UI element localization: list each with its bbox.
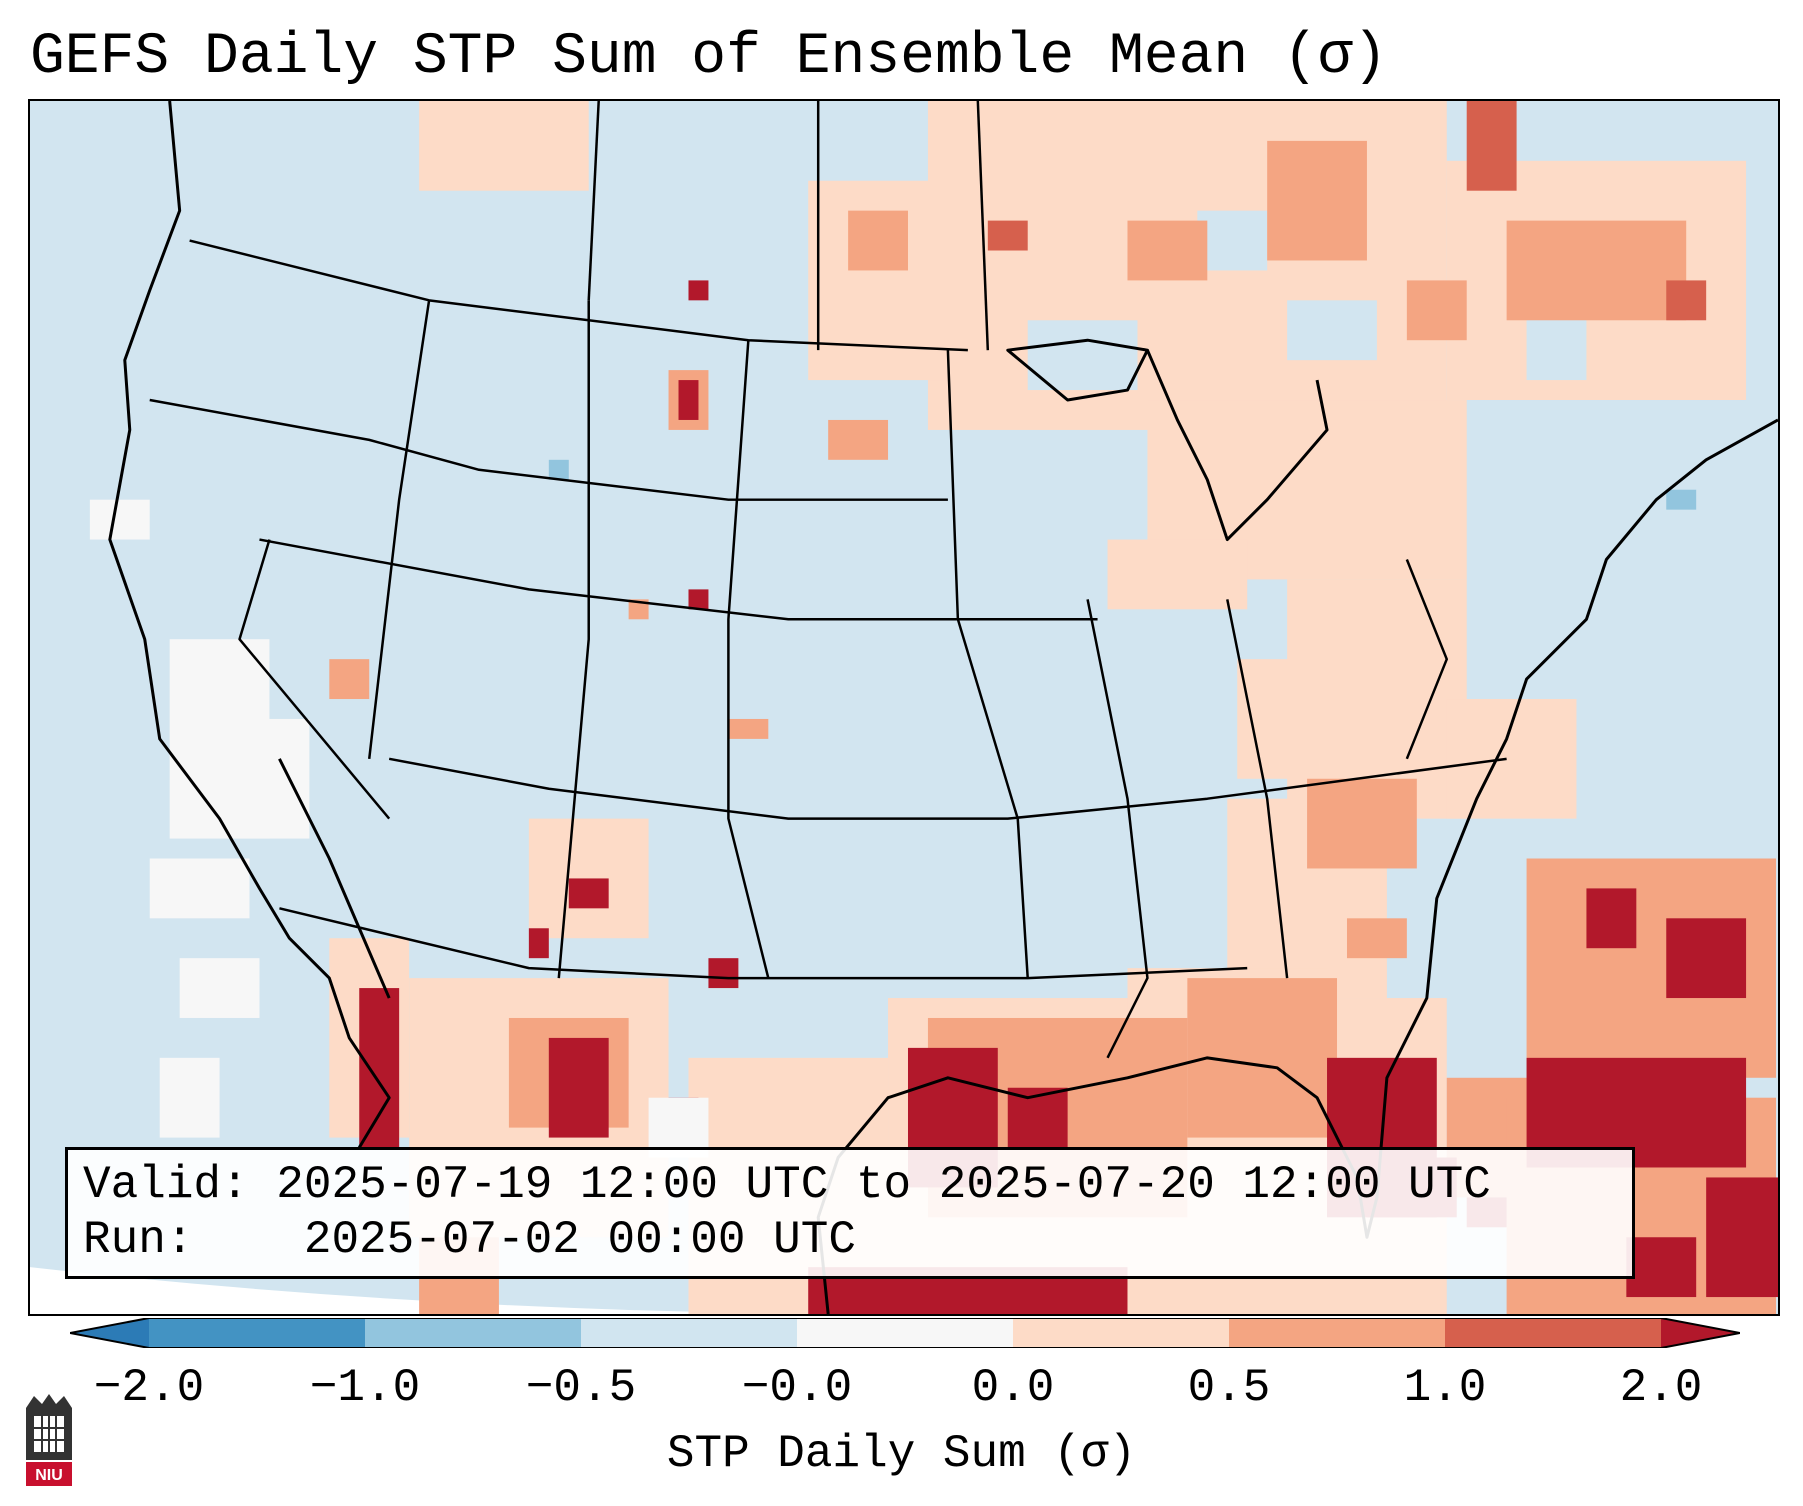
state-borders: [149, 101, 1507, 1059]
border-line-4: [279, 907, 1248, 980]
east-coast-positive: [1107, 539, 1577, 999]
colorbar-segment-1-2: [1445, 1318, 1661, 1348]
run-value: 2025-07-02 00:00 UTC: [303, 1214, 856, 1266]
colorbar-tick-label: −2.0: [93, 1362, 205, 1414]
canada-high: [987, 101, 1707, 321]
colorbar-tick-label: −0.0: [741, 1362, 853, 1414]
colorbar-tick-label: −0.5: [525, 1362, 637, 1414]
anomaly-field: [89, 101, 1778, 1314]
negative-specks: [548, 459, 1697, 510]
lake-superior: [1006, 338, 1149, 402]
border-line-3: [388, 757, 1507, 820]
canada-elevated: [848, 140, 1687, 341]
chart-title: GEFS Daily STP Sum of Ensemble Mean (σ): [30, 25, 1388, 90]
southeast-elevated: [1307, 778, 1417, 959]
map-canvas: [30, 101, 1778, 1314]
border-dakotas-ks: [727, 340, 770, 979]
border-oh-ky-ga: [1226, 599, 1289, 979]
border-line-1: [149, 398, 948, 501]
great-lakes-outline: [1146, 349, 1329, 542]
border-pa-va: [1405, 559, 1449, 760]
valid-label: Valid:: [83, 1159, 249, 1211]
run-label: Run:: [83, 1214, 194, 1266]
colorbar-tick-label: 0.0: [971, 1362, 1055, 1414]
colorbar-segment-neg1-neg05: [365, 1318, 581, 1348]
map-panel[interactable]: [28, 99, 1780, 1316]
baja-coast: [278, 758, 391, 999]
border-mn-ia-mo: [946, 350, 1029, 979]
mexico-high: [359, 878, 739, 1148]
colorbar-segment-zero: [797, 1318, 1013, 1348]
colorbar-segment-0-05: [1013, 1318, 1229, 1348]
niu-logo: NIU: [20, 1390, 78, 1490]
west-specks: [329, 370, 889, 739]
border-canada-2: [587, 101, 600, 301]
border-canada-3: [976, 101, 990, 351]
colorbar-tick-label: 0.5: [1187, 1362, 1271, 1414]
border-line-2: [259, 538, 1098, 621]
west-high-specks: [678, 280, 709, 610]
border-nevada: [238, 539, 391, 820]
colorbar-extend-high: [1661, 1318, 1740, 1348]
colorbar-extend-low: [70, 1318, 149, 1348]
domain-edge: [30, 1267, 849, 1314]
border-idaho-utah: [367, 300, 431, 759]
svg-text:NIU: NIU: [35, 1467, 63, 1484]
colorbar-label: STP Daily Sum (σ): [666, 1428, 1137, 1480]
border-mt-wy-co: [557, 300, 590, 979]
valid-value: 2025-07-19 12:00 UTC to 2025-07-20 12:00…: [276, 1159, 1491, 1211]
colorbar-graphic: [69, 1317, 1741, 1349]
border-il-tn-ms: [1086, 599, 1149, 1059]
colorbar-tick-label: 1.0: [1403, 1362, 1487, 1414]
validity-info-box: Valid: 2025-07-19 12:00 UTC to 2025-07-2…: [65, 1147, 1635, 1279]
west-coastline: [108, 101, 391, 1149]
colorbar-tick-label: 2.0: [1619, 1362, 1703, 1414]
colorbar-segment-05-1: [1229, 1318, 1445, 1348]
colorbar-tick-label: −1.0: [309, 1362, 421, 1414]
colorbar-segment-neg05-neg0: [581, 1318, 797, 1348]
colorbar-segment-neg2-neg1: [149, 1318, 365, 1348]
colorbar: [69, 1317, 1741, 1349]
